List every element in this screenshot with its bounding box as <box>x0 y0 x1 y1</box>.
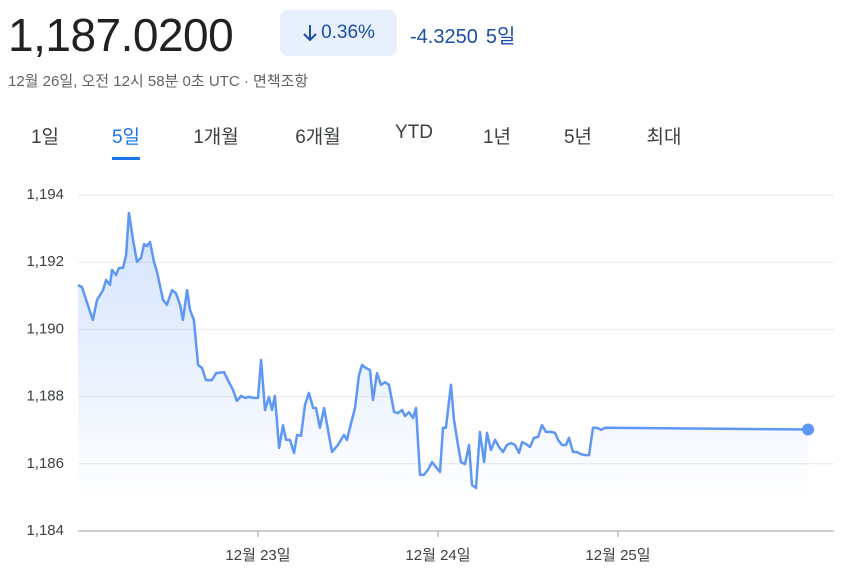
x-tick-label: 12월 24일 <box>405 547 470 564</box>
timestamp: 12월 26일, 오전 12시 58분 0초 UTC · 면책조항 <box>8 73 309 90</box>
y-tick-label: 1,188 <box>26 388 64 405</box>
range-tab[interactable]: 1년 <box>482 127 512 148</box>
x-tick-label: 12월 25일 <box>585 547 650 564</box>
down-arrow <box>303 25 317 42</box>
x-tick-label: 12월 23일 <box>225 547 290 564</box>
change-percent: 0.36% <box>321 22 375 43</box>
y-tick-label: 1,192 <box>26 253 64 270</box>
y-tick-label: 1,194 <box>26 186 64 203</box>
range-tab[interactable]: YTD <box>395 122 433 143</box>
y-tick-label: 1,190 <box>26 320 64 337</box>
range-tab[interactable]: 5일 <box>111 122 141 160</box>
change-badge: 0.36% <box>280 10 397 56</box>
y-tick-label: 1,186 <box>26 455 64 472</box>
price: 1,187.0200 <box>8 9 234 61</box>
area <box>78 213 809 500</box>
y-tick-label: 1,184 <box>26 522 64 539</box>
range-tab[interactable]: 6개월 <box>295 127 341 148</box>
range-tab[interactable]: 최대 <box>646 127 682 148</box>
last-point <box>802 423 815 436</box>
range-tab[interactable]: 1개월 <box>193 127 239 148</box>
range-tab[interactable]: 1일 <box>30 127 60 148</box>
period: 5일 <box>485 26 516 48</box>
change: -4.3250 5일 <box>410 20 515 49</box>
range-tabs: 1일 5일 1개월 6개월 YTD 1년 5년 최대 <box>0 118 847 160</box>
range-tab[interactable]: 5년 <box>563 127 593 148</box>
change-absolute: -4.3250 <box>410 26 478 48</box>
price-line <box>77 211 809 490</box>
